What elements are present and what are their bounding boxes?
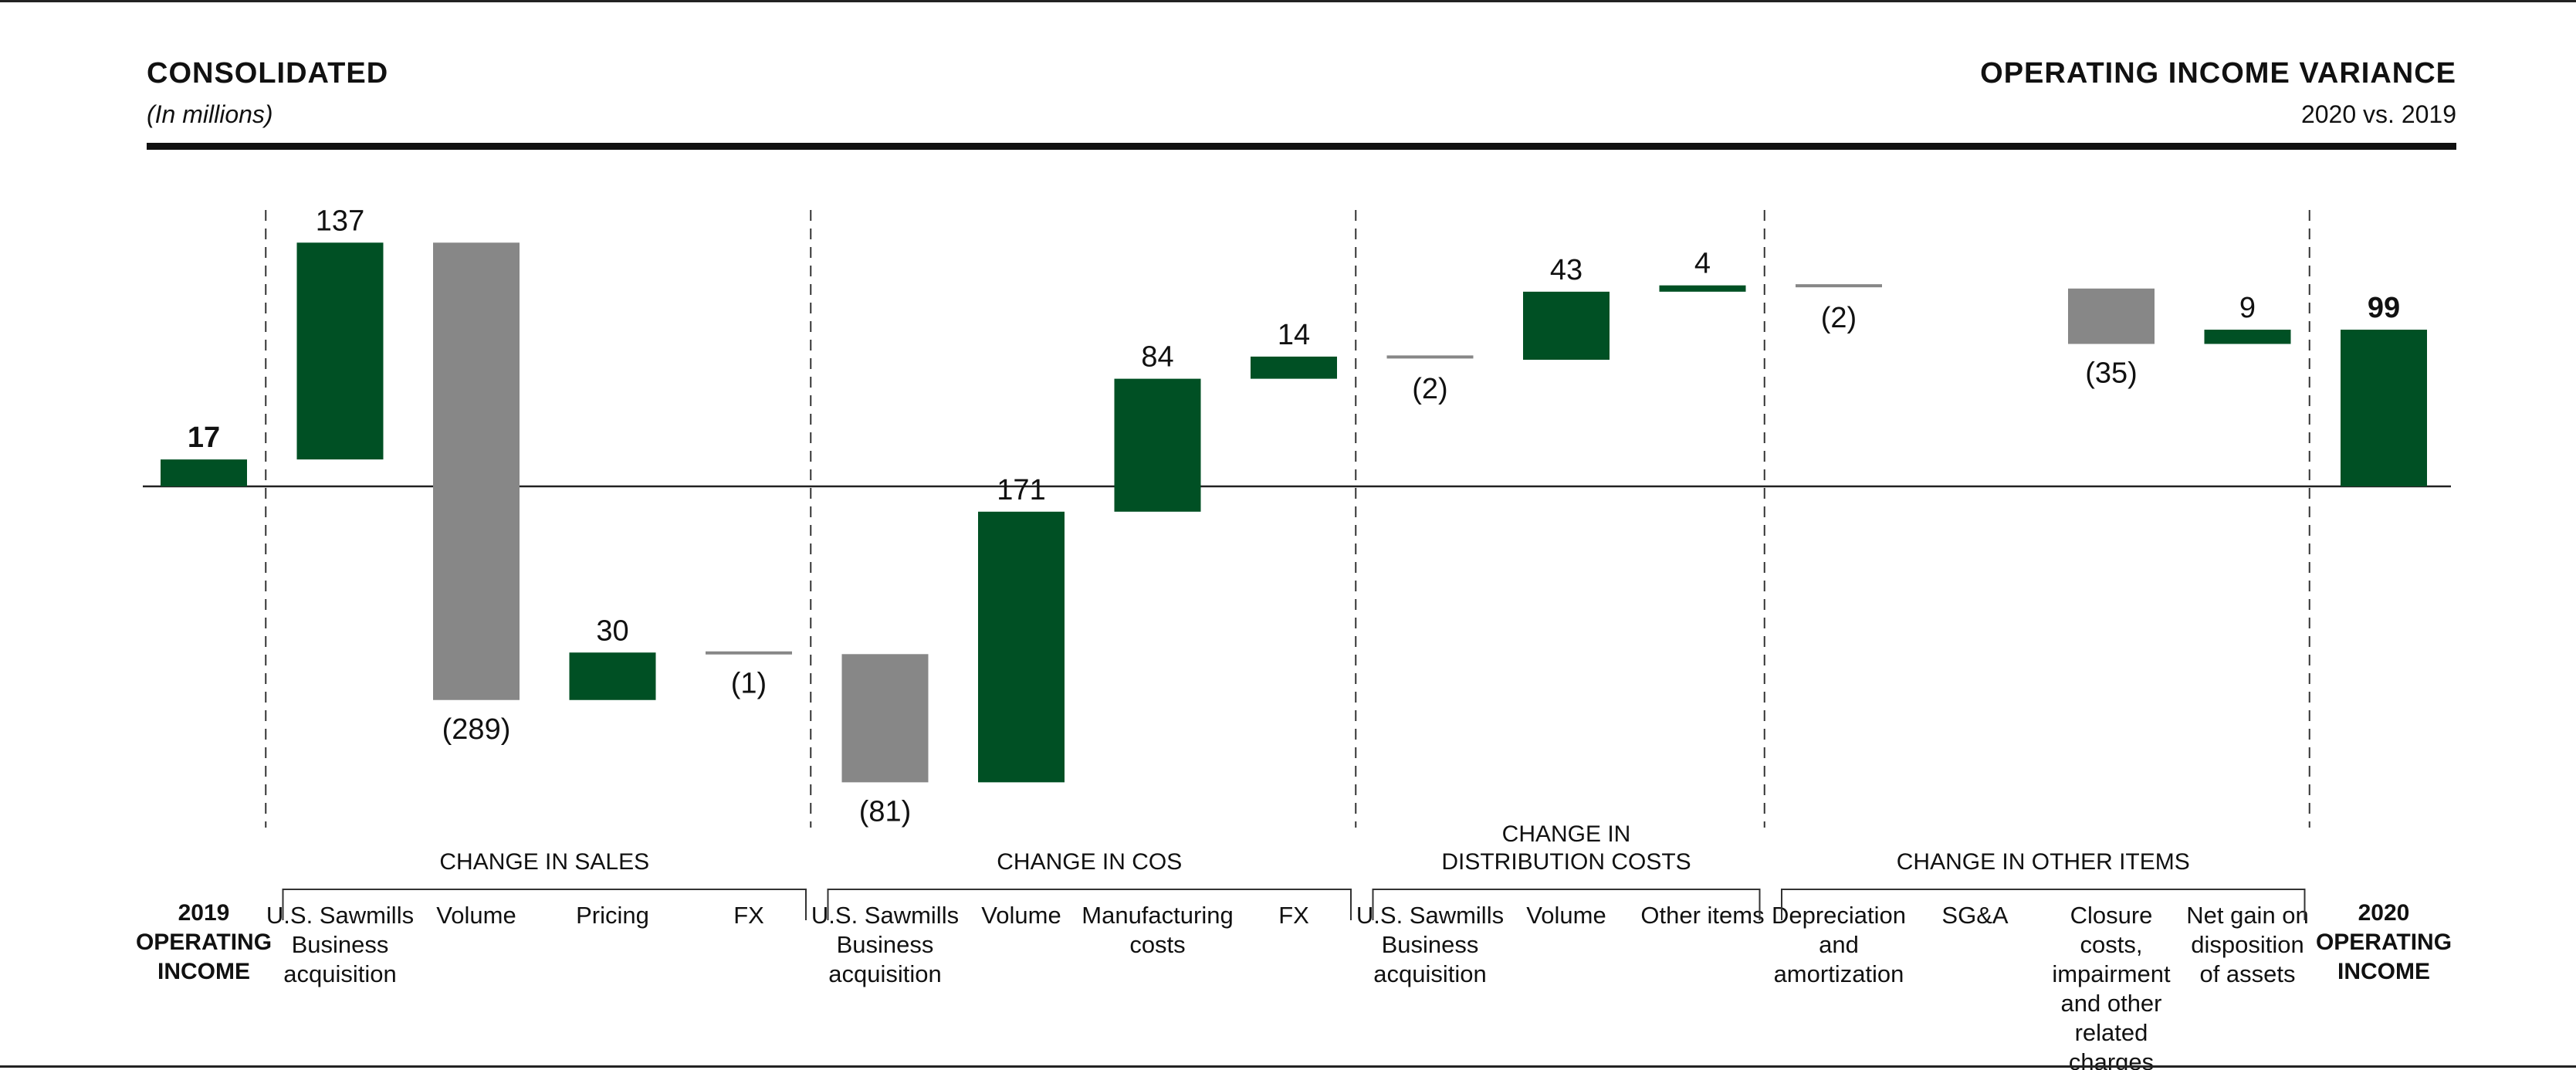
bottom-rule [0, 1065, 2576, 1068]
group-header: CHANGE IN DISTRIBUTION COSTS [1441, 821, 1691, 875]
variance-bar [433, 242, 520, 700]
group-bracket [1372, 889, 1761, 920]
start-value-label: 17 [188, 422, 220, 454]
variance-value-label: (35) [2085, 357, 2138, 390]
category-label: U.S. Sawmills Business acquisition [1356, 902, 1504, 987]
category-label: Volume [981, 902, 1061, 929]
group-header: CHANGE IN SALES [439, 849, 649, 875]
chart-title: OPERATING INCOME VARIANCE [1980, 57, 2456, 90]
variance-bar [841, 654, 929, 783]
start-category-label: 2019 OPERATING INCOME [136, 900, 272, 984]
variance-bar [1523, 291, 1610, 360]
variance-bar [978, 511, 1065, 783]
end-bar [2341, 330, 2427, 486]
group-header: CHANGE IN COS [997, 849, 1182, 875]
end-value-label: 99 [2368, 292, 2400, 324]
header-rule [147, 143, 2456, 150]
category-label: FX [1278, 902, 1309, 929]
variance-value-label: (1) [731, 667, 767, 699]
variance-bar [706, 651, 792, 655]
variance-value-label: (2) [1412, 373, 1447, 405]
variance-bar [2204, 330, 2291, 344]
variance-value-label: 171 [997, 474, 1045, 506]
variance-bar [1659, 285, 1746, 292]
variance-value-label: 14 [1278, 319, 1310, 351]
category-label: SG&A [1941, 902, 2008, 929]
category-label: Volume [1526, 902, 1606, 929]
variance-bar [1796, 284, 1882, 288]
category-label: Depreciation and amortization [1772, 902, 1906, 987]
variance-value-label: 4 [1694, 248, 1711, 280]
category-label: Manufacturing costs [1082, 902, 1233, 958]
top-rule [0, 0, 2576, 2]
variance-value-label: 84 [1141, 341, 1173, 374]
variance-value-label: 43 [1550, 254, 1582, 286]
chart-subtitle: 2020 vs. 2019 [2300, 100, 2456, 128]
category-label: U.S. Sawmills Business acquisition [811, 902, 959, 987]
group-bracket [1781, 889, 2306, 920]
category-label: Pricing [576, 902, 649, 929]
variance-bar [2068, 288, 2155, 344]
variance-value-label: (2) [1821, 302, 1857, 334]
start-bar [161, 459, 247, 486]
end-category-label: 2020 OPERATING INCOME [2316, 900, 2452, 984]
category-label: Closure costs, impairment and other related c… [2052, 902, 2171, 1070]
variance-bar [296, 242, 384, 460]
group-bracket [827, 889, 1352, 920]
variance-value-label: (289) [442, 713, 511, 746]
group-bracket [282, 889, 807, 920]
variance-bar [1251, 356, 1337, 379]
category-label: Volume [436, 902, 516, 929]
variance-value-label: (81) [859, 795, 912, 828]
category-label: U.S. Sawmills Business acquisition [266, 902, 414, 987]
category-label: Net gain on disposition of assets [2186, 902, 2309, 987]
variance-value-label: 9 [2239, 292, 2256, 324]
variance-value-label: 30 [596, 615, 628, 647]
variance-bar [1114, 378, 1201, 512]
variance-bar [569, 652, 656, 700]
units-note: (In millions) [147, 100, 273, 128]
group-header: CHANGE IN OTHER ITEMS [1897, 849, 2190, 875]
variance-bar [1386, 355, 1474, 359]
category-label: FX [733, 902, 764, 929]
category-label: Other items [1640, 902, 1764, 929]
variance-value-label: 137 [316, 205, 364, 237]
chart-section-title: CONSOLIDATED [147, 57, 389, 90]
